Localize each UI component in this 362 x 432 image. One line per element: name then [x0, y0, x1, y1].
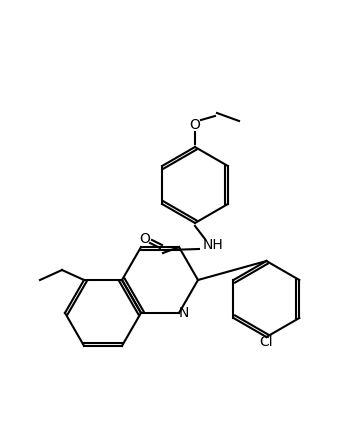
Text: NH: NH — [203, 238, 223, 252]
Text: O: O — [190, 118, 201, 132]
Text: Cl: Cl — [260, 335, 273, 349]
Text: O: O — [140, 232, 151, 246]
Text: N: N — [179, 306, 189, 320]
